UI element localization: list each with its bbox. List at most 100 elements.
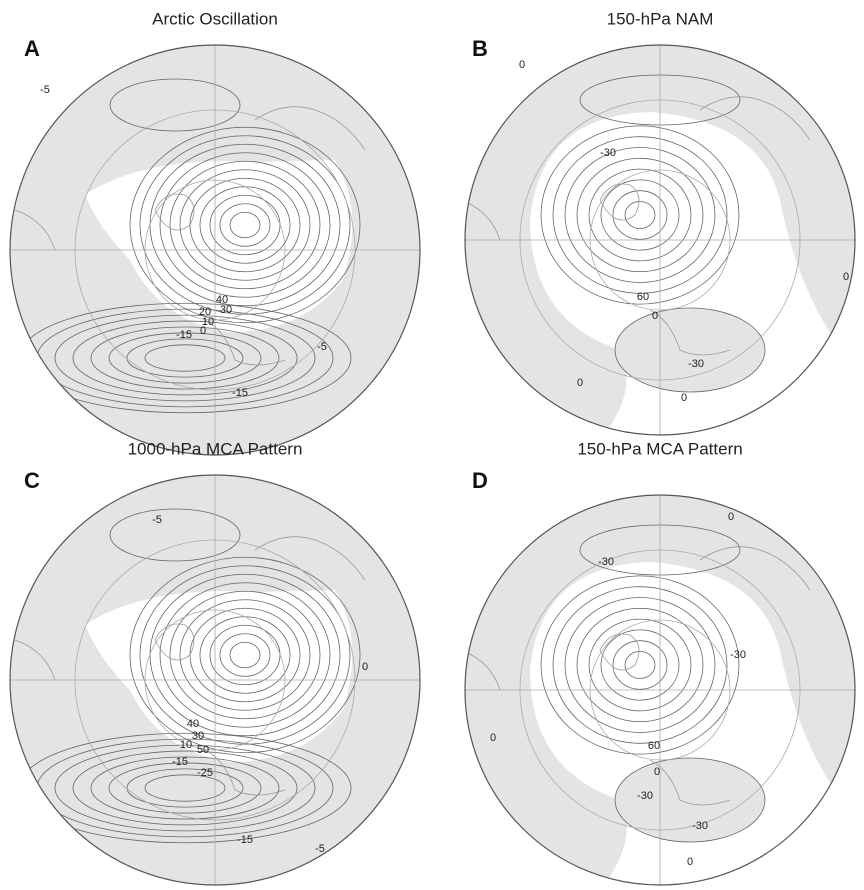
contour [149, 143, 341, 307]
contour-label: -30 [730, 649, 746, 661]
contour-label: -30 [688, 358, 704, 370]
contour [54, 744, 316, 832]
panel-letter: A [24, 36, 40, 61]
contour [179, 599, 311, 711]
contour-label: 0 [681, 392, 687, 404]
contour [588, 168, 692, 262]
contour [90, 326, 280, 390]
contour-label: -5 [317, 341, 327, 353]
contour [108, 332, 262, 384]
contour [576, 157, 704, 273]
contour [139, 565, 351, 745]
panel-title: 150-hPa NAM [607, 9, 714, 28]
contour-label: -15 [237, 834, 253, 846]
contour-label: -5 [152, 514, 162, 526]
negative-region [614, 757, 766, 843]
contour [159, 152, 331, 298]
map-panel [10, 45, 420, 455]
contour-label: -30 [598, 556, 614, 568]
negative-region [614, 307, 766, 393]
contour [209, 194, 281, 256]
contour [576, 607, 704, 723]
contour [612, 640, 668, 690]
contour-label: 0 [490, 732, 496, 744]
contour [564, 147, 716, 283]
coastline [14, 106, 366, 366]
contour-label: -15 [176, 329, 192, 341]
contour-label: -30 [600, 147, 616, 159]
panel-title: 150-hPa MCA Pattern [577, 439, 742, 458]
contour-label: 50 [197, 744, 209, 756]
contour [612, 190, 668, 240]
positive-region [530, 562, 850, 885]
contour-label: 0 [519, 59, 525, 71]
contour [540, 125, 740, 305]
contour [126, 768, 244, 808]
contour [219, 203, 271, 247]
contour [600, 629, 680, 701]
contour-label: 30 [192, 730, 204, 742]
contour-label: -15 [232, 387, 248, 399]
contour [54, 314, 316, 402]
positive-region [530, 112, 850, 435]
contour [72, 750, 298, 826]
map-outline [464, 44, 856, 436]
contour [552, 136, 728, 294]
map-panel [465, 45, 855, 435]
contour-label: -15 [172, 756, 188, 768]
contour-label: 10 [180, 739, 192, 751]
contour-label: 0 [652, 310, 658, 322]
contour [552, 586, 728, 744]
contour-label: -5 [40, 84, 50, 96]
contour-label: 0 [577, 377, 583, 389]
contour [109, 78, 241, 132]
coastline [14, 536, 366, 796]
contour [129, 126, 361, 324]
contour [209, 624, 281, 686]
contour-label: -30 [637, 790, 653, 802]
panel-title: Arctic Oscillation [152, 9, 278, 28]
contour-label: 0 [654, 766, 660, 778]
panel-letter: C [24, 468, 40, 493]
contour [126, 338, 244, 378]
contour [229, 641, 261, 669]
contour [229, 211, 261, 239]
contour [624, 201, 656, 229]
contour [129, 556, 361, 754]
contour [169, 590, 321, 720]
contour-label: 0 [362, 661, 368, 673]
contour [588, 618, 692, 712]
panel-title: 1000-hPa MCA Pattern [128, 439, 303, 458]
contour [149, 573, 341, 737]
contour-label: -25 [197, 767, 213, 779]
contour-label: 30 [220, 304, 232, 316]
contour [90, 756, 280, 820]
contour [219, 633, 271, 677]
contour [159, 582, 331, 728]
contour [624, 651, 656, 679]
contour [540, 575, 740, 755]
map-outline [464, 494, 856, 886]
map-panel [10, 475, 420, 885]
contour [109, 508, 241, 562]
map-outline [9, 44, 421, 456]
contour [139, 135, 351, 315]
contour-label: -30 [692, 820, 708, 832]
coastline [465, 546, 811, 806]
coastline [465, 96, 811, 356]
contour-label: 60 [637, 291, 649, 303]
panel-letter: B [472, 36, 488, 61]
contour-label: 0 [687, 856, 693, 868]
contour-label: 0 [843, 271, 849, 283]
map-outline [9, 474, 421, 886]
panel-letter: D [472, 468, 488, 493]
contour-label: -5 [315, 843, 325, 855]
contour [72, 320, 298, 396]
contour-label: 40 [216, 294, 228, 306]
contour-label: 20 [199, 306, 211, 318]
contour-label: 0 [728, 511, 734, 523]
contour [564, 597, 716, 733]
map-panel [465, 495, 855, 885]
contour-label: 0 [200, 325, 206, 337]
